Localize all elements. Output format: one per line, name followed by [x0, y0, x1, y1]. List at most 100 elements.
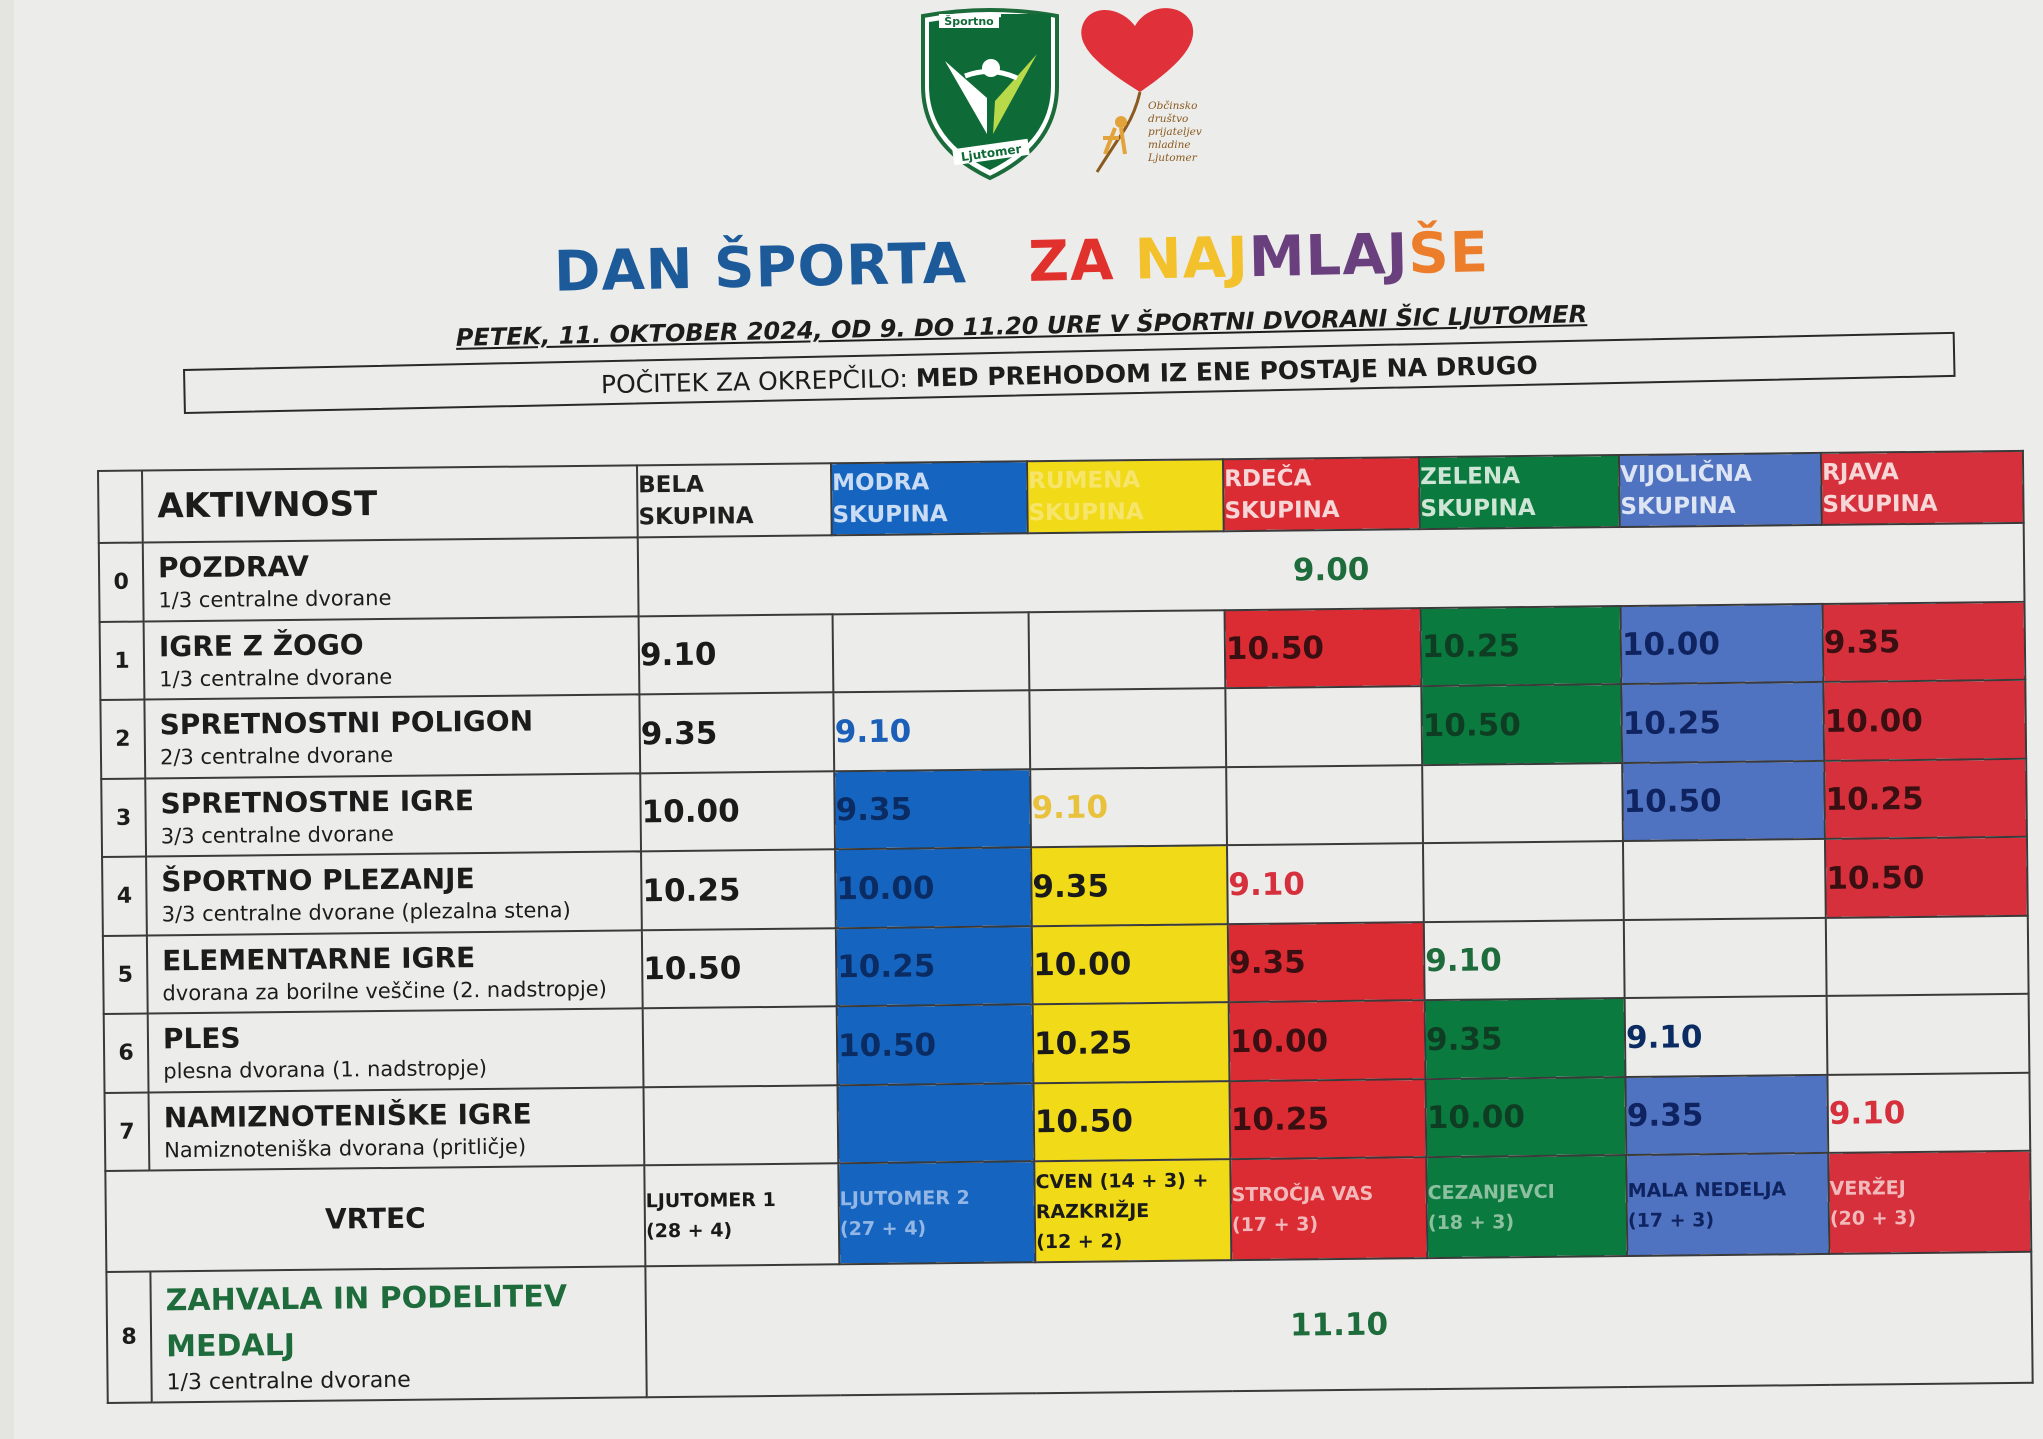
activity-cell: ZAHVALA IN PODELITEV MEDALJ 1/3 centraln… — [150, 1266, 647, 1403]
time-cell: 10.00 — [1620, 603, 1824, 685]
kindergarten-cell: LJUTOMER 1 (28 + 4) — [644, 1163, 840, 1267]
time-cell: 10.25 — [1229, 1079, 1427, 1160]
closing-row: 8 ZAHVALA IN PODELITEV MEDALJ 1/3 centra… — [106, 1251, 2033, 1403]
activity-location: 3/3 centralne dvorane (plezalna stena) — [161, 898, 571, 927]
time-cell — [832, 612, 1030, 693]
time-cell: 9.10 — [638, 614, 834, 695]
time-cell: 10.00 — [1031, 924, 1229, 1005]
activity-location: 1/3 centralne dvorane — [159, 664, 393, 692]
title-letter: J — [1226, 225, 1250, 291]
title-part1: DAN ŠPORTA — [553, 231, 968, 305]
group-header-vijolicna: VIJOLIČNA SKUPINA — [1618, 452, 1822, 528]
row-number: 8 — [106, 1271, 152, 1403]
time-cell: 9.35 — [1625, 1074, 1829, 1156]
activity-name: SPRETNOSTNE IGRE — [160, 783, 475, 821]
header-activity: AKTIVNOST — [142, 465, 638, 543]
activity-cell: NAMIZNOTENIŠKE IGRE Namiznoteniška dvora… — [148, 1087, 645, 1171]
greeting-time: 9.00 — [637, 523, 2025, 617]
kindergarten-cell: MALA NEDELJA (17 + 3) — [1626, 1153, 1830, 1257]
time-cell — [642, 1006, 838, 1088]
kindergarten-cell: VERŽEJ (20 + 3) — [1828, 1151, 2032, 1254]
time-cell: 10.25 — [1420, 606, 1622, 687]
time-cell — [1029, 688, 1227, 770]
time-cell — [1826, 994, 2030, 1075]
header-num-cell — [98, 470, 143, 544]
activity-location: 1/3 centralne dvorane — [166, 1367, 411, 1396]
time-cell: 10.50 — [1421, 684, 1623, 766]
time-cell: 10.00 — [640, 771, 836, 852]
time-cell: 10.50 — [1824, 837, 2028, 918]
time-cell: 9.10 — [1827, 1072, 2031, 1154]
time-cell: 9.10 — [833, 690, 1031, 772]
title-letter: Z — [1027, 228, 1071, 295]
activity-name: ZAHVALA IN PODELITEV — [165, 1279, 568, 1319]
time-cell: 9.35 — [639, 692, 835, 774]
time-cell: 10.50 — [1622, 760, 1825, 842]
time-cell: 10.50 — [836, 1004, 1034, 1086]
title-letter: N — [1134, 226, 1184, 293]
title-letter: Š — [1407, 221, 1451, 287]
activity-name: NAMIZNOTENIŠKE IGRE — [163, 1097, 532, 1135]
activity-name: ŠPORTNO PLEZANJE — [161, 862, 475, 899]
time-cell — [1028, 610, 1226, 691]
time-cell: 10.50 — [1224, 608, 1422, 689]
activity-location: 3/3 centralne dvorane — [160, 821, 395, 849]
kindergarten-cell: STROČJA VAS (17 + 3) — [1230, 1157, 1428, 1261]
time-cell: 9.35 — [834, 769, 1032, 850]
time-cell: 10.50 — [641, 928, 837, 1009]
closing-time: 11.10 — [645, 1251, 2033, 1398]
time-cell — [837, 1083, 1035, 1164]
time-cell — [1226, 765, 1423, 846]
title-letter: L — [1304, 223, 1343, 290]
activity-name: IGRE Z ŽOGO — [158, 627, 364, 664]
activity-name: POZDRAV — [157, 549, 310, 585]
activity-location: Namiznoteniška dvorana (pritličje) — [163, 1134, 527, 1163]
time-cell: 10.25 — [835, 926, 1033, 1007]
row-number: 7 — [104, 1092, 150, 1172]
time-cell: 10.50 — [1033, 1081, 1231, 1162]
row-number: 5 — [102, 935, 148, 1015]
time-cell: 10.25 — [1824, 758, 2027, 840]
row-number: 3 — [101, 778, 147, 858]
time-cell — [1622, 839, 1826, 920]
time-cell — [1225, 686, 1423, 768]
time-cell: 9.10 — [1624, 996, 1828, 1077]
time-cell: 9.35 — [1227, 922, 1425, 1003]
time-cell: 10.25 — [1621, 682, 1825, 763]
time-cell: 10.00 — [835, 847, 1032, 929]
kindergarten-cell: LJUTOMER 2 (27 + 4) — [838, 1161, 1036, 1265]
schedule-table-wrap: AKTIVNOST BELA SKUPINA MODRA SKUPINA RUMEN… — [97, 450, 2034, 1404]
banner-value: MED PREHODOM IZ ENE POSTAJE NA DRUGO — [915, 350, 1538, 393]
row-number: 1 — [99, 621, 145, 701]
title-letter: J — [1385, 221, 1410, 288]
time-cell — [1422, 762, 1623, 844]
activity-location: plesna dvorana (1. nadstropje) — [163, 1056, 488, 1084]
time-cell: 9.10 — [1030, 767, 1227, 848]
activity-location: 2/3 centralne dvorane — [159, 743, 394, 770]
title-letter: A — [1181, 225, 1228, 292]
kindergarten-cell: CEZANJEVCI (18 + 3) — [1426, 1155, 1628, 1259]
activity-location: 1/3 centralne dvorane — [158, 586, 392, 613]
time-cell: 10.00 — [1425, 1076, 1627, 1158]
group-header-rjava: RJAVA SKUPINA — [1820, 450, 2024, 526]
kindergarten-cell: CVEN (14 + 3) + RAZKRIŽJE (12 + 2) — [1034, 1159, 1232, 1263]
time-cell — [643, 1085, 839, 1166]
time-cell — [1623, 917, 1827, 999]
time-cell: 9.35 — [1031, 845, 1228, 927]
group-header-rumena: RUMENA SKUPINA — [1026, 459, 1224, 534]
time-cell: 9.35 — [1822, 601, 2026, 683]
time-cell — [1422, 841, 1624, 923]
group-header-zelena: ZELENA SKUPINA — [1418, 455, 1620, 530]
activity-location: dvorana za borilne veščine (2. nadstropj… — [162, 976, 607, 1006]
activity-name: ELEMENTARNE IGRE — [161, 940, 476, 978]
row-number: 2 — [100, 699, 146, 779]
svg-text:Športno: Športno — [944, 15, 994, 28]
activity-cell: SPRETNOSTNE IGRE 3/3 centralne dvorane — [145, 773, 642, 857]
schedule-table: AKTIVNOST BELA SKUPINA MODRA SKUPINA RUMEN… — [97, 450, 2034, 1404]
banner-label: POČITEK ZA OKREPČILO: — [600, 363, 909, 400]
time-cell: 10.00 — [1823, 680, 2027, 761]
activity-cell: IGRE Z ŽOGO 1/3 centralne dvorane — [143, 616, 640, 700]
title-letter: A — [1069, 228, 1115, 294]
activity-cell: ŠPORTNO PLEZANJE 3/3 centralne dvorane (… — [146, 851, 642, 936]
title-letter: M — [1248, 224, 1307, 291]
